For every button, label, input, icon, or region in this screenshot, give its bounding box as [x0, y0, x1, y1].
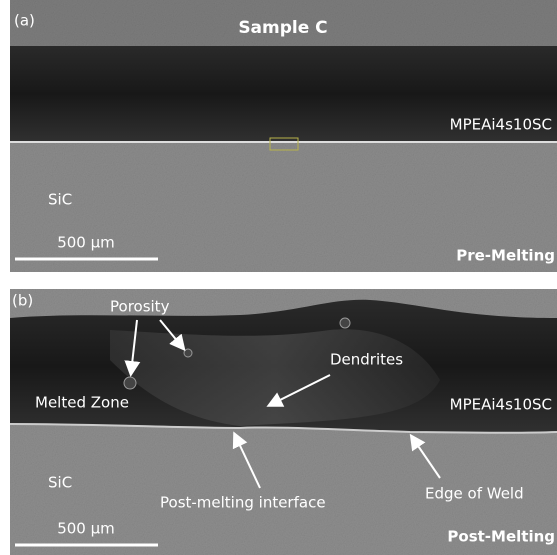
scale-bar-label: 500 µm	[57, 234, 115, 252]
dendrites-label: Dendrites	[330, 351, 403, 369]
pore	[124, 377, 136, 389]
panel-b: (b) Porosity Melted Zone Dendrites MPEAi…	[10, 289, 557, 555]
substrate-label: SiC	[48, 191, 72, 209]
edge-label: Edge of Weld	[425, 485, 524, 503]
title: Sample C	[238, 18, 327, 38]
state-label: Pre-Melting	[456, 247, 555, 265]
substrate-label: SiC	[48, 474, 72, 492]
panel-label: (a)	[14, 12, 35, 30]
figure: (a) Sample C MPEAi4s10SC SiC 500 µm Pre-…	[0, 0, 557, 555]
layer-label: MPEAi4s10SC	[450, 116, 552, 134]
scale-bar-label: 500 µm	[57, 520, 115, 538]
pore	[340, 318, 350, 328]
panel-label: (b)	[12, 292, 33, 310]
panel-a: (a) Sample C MPEAi4s10SC SiC 500 µm Pre-…	[10, 0, 557, 272]
porosity-label: Porosity	[110, 298, 170, 316]
interface-label: Post-melting interface	[160, 494, 326, 512]
state-label: Post-Melting	[447, 528, 555, 546]
melted-zone-label: Melted Zone	[35, 394, 129, 412]
layer-label: MPEAi4s10SC	[450, 396, 552, 414]
pore	[184, 349, 192, 357]
